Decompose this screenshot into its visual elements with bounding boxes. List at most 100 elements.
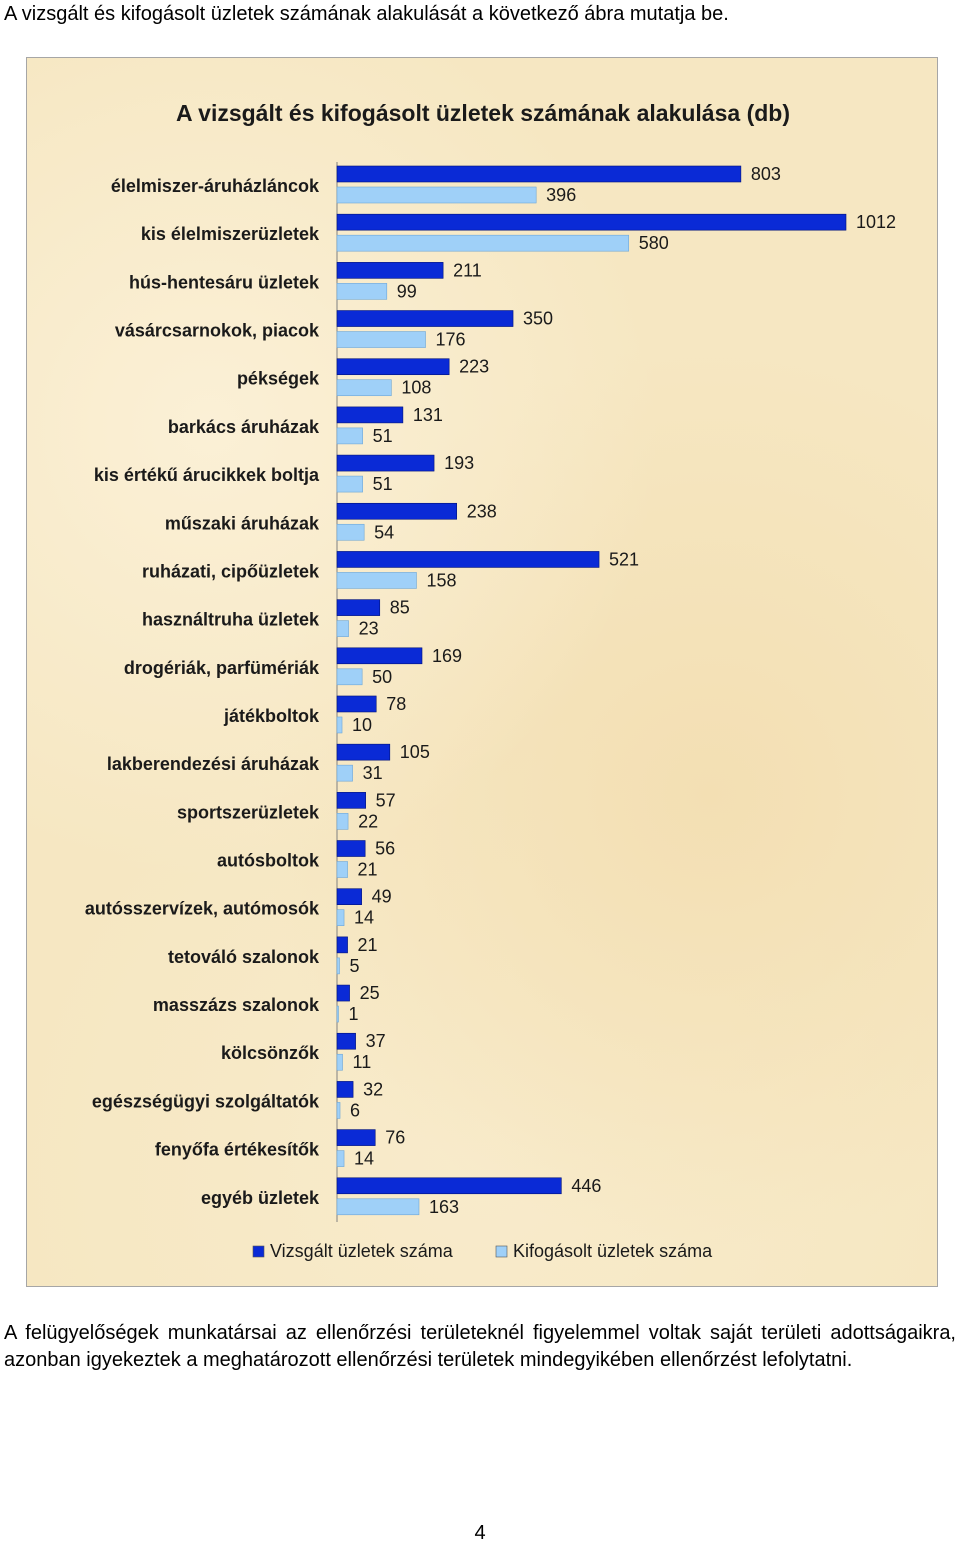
category-label: élelmiszer-áruházláncok: [111, 176, 320, 196]
data-label: 11: [353, 1052, 372, 1072]
category-label: hús-hentesáru üzletek: [129, 272, 320, 292]
bar: [336, 427, 363, 445]
body-paragraph: A felügyelőségek munkatársai az ellenőrz…: [4, 1322, 956, 1371]
data-label: 14: [354, 908, 374, 928]
data-label: 193: [444, 453, 474, 473]
bar: [336, 668, 363, 686]
bar: [336, 213, 847, 231]
bar: [336, 1053, 343, 1071]
data-label: 31: [363, 763, 383, 783]
data-label: 51: [373, 474, 393, 494]
bar: [336, 262, 444, 279]
data-label: 1012: [856, 212, 896, 232]
data-label: 803: [751, 164, 781, 184]
bar: [336, 551, 600, 568]
bar: [336, 1198, 420, 1216]
bar: [336, 572, 417, 589]
data-label: 10: [352, 715, 372, 735]
data-label: 1: [349, 1004, 359, 1024]
bar: [336, 502, 458, 520]
data-label: 49: [372, 887, 392, 907]
bar: [336, 1032, 356, 1050]
bar: [336, 792, 366, 809]
bar: [336, 957, 340, 975]
bar: [336, 234, 630, 252]
bar: [336, 599, 381, 616]
bar: [336, 186, 537, 204]
bar-chart: A vizsgált és kifogásolt üzletek számána…: [26, 57, 938, 1287]
bar: [336, 909, 345, 927]
data-label: 56: [375, 839, 395, 859]
bar: [336, 475, 363, 493]
bar: [336, 1081, 354, 1098]
category-label: drogériák, parfümériák: [124, 658, 320, 678]
bar: [336, 861, 348, 878]
bar: [336, 647, 423, 665]
bar: [336, 310, 514, 327]
data-label: 14: [354, 1149, 374, 1169]
legend-swatch: [495, 1245, 508, 1258]
category-label: tetováló szalonok: [168, 947, 320, 967]
data-label: 446: [571, 1176, 601, 1196]
category-label: egészségügyi szolgáltatók: [92, 1091, 320, 1111]
bar: [336, 813, 349, 830]
bar: [336, 358, 450, 376]
category-label: fenyőfa értékesítők: [155, 1140, 320, 1160]
data-label: 85: [390, 598, 410, 618]
bar: [336, 1005, 339, 1023]
data-label: 211: [453, 260, 482, 280]
data-label: 176: [436, 330, 466, 350]
category-label: lakberendezési áruházak: [107, 754, 320, 774]
category-label: vásárcsarnokok, piacok: [115, 321, 320, 341]
bar: [336, 406, 404, 424]
data-label: 5: [350, 956, 360, 976]
category-label: autósszervízek, autómosók: [85, 899, 320, 919]
data-label: 51: [373, 426, 393, 446]
bar: [336, 165, 742, 183]
data-label: 350: [523, 309, 553, 329]
bar: [336, 764, 353, 782]
category-label: egyéb üzletek: [201, 1188, 320, 1208]
data-label: 580: [639, 233, 669, 253]
category-label: barkács áruházak: [168, 417, 320, 437]
category-label: kis élelmiszerüzletek: [141, 224, 320, 244]
data-label: 521: [609, 549, 639, 569]
bar: [336, 331, 426, 348]
category-label: használtruha üzletek: [142, 610, 320, 630]
data-label: 396: [546, 185, 576, 205]
data-label: 238: [467, 501, 497, 521]
category-label: kölcsönzők: [221, 1043, 320, 1063]
data-label: 169: [432, 646, 462, 666]
data-label: 23: [359, 619, 379, 639]
bar: [336, 984, 350, 1002]
data-label: 76: [385, 1128, 405, 1148]
bar: [336, 1102, 341, 1119]
category-label: műszaki áruházak: [165, 513, 320, 533]
bar: [336, 888, 362, 906]
data-label: 21: [358, 935, 378, 955]
bar: [336, 1150, 345, 1167]
legend-label: Vizsgált üzletek száma: [270, 1241, 454, 1261]
bar: [336, 716, 343, 734]
data-label: 25: [360, 983, 380, 1003]
legend-label: Kifogásolt üzletek száma: [513, 1241, 713, 1261]
bar: [336, 283, 388, 300]
data-label: 99: [397, 281, 417, 301]
data-label: 37: [366, 1031, 386, 1051]
bar: [336, 1129, 376, 1146]
bar: [336, 620, 349, 637]
category-label: pékségek: [237, 369, 320, 389]
data-label: 158: [426, 570, 456, 590]
chart-svg: A vizsgált és kifogásolt üzletek számána…: [85, 100, 896, 1261]
data-label: 131: [413, 405, 443, 425]
bar: [336, 840, 366, 857]
data-label: 223: [459, 357, 489, 377]
bar: [336, 936, 348, 954]
data-label: 32: [363, 1079, 383, 1099]
data-label: 57: [376, 790, 396, 810]
intro-text: A vizsgált és kifogásolt üzletek számána…: [4, 3, 729, 25]
category-label: ruházati, cipőüzletek: [142, 561, 320, 581]
data-label: 22: [358, 811, 378, 831]
category-label: masszázs szalonok: [153, 995, 320, 1015]
bar: [336, 695, 377, 713]
